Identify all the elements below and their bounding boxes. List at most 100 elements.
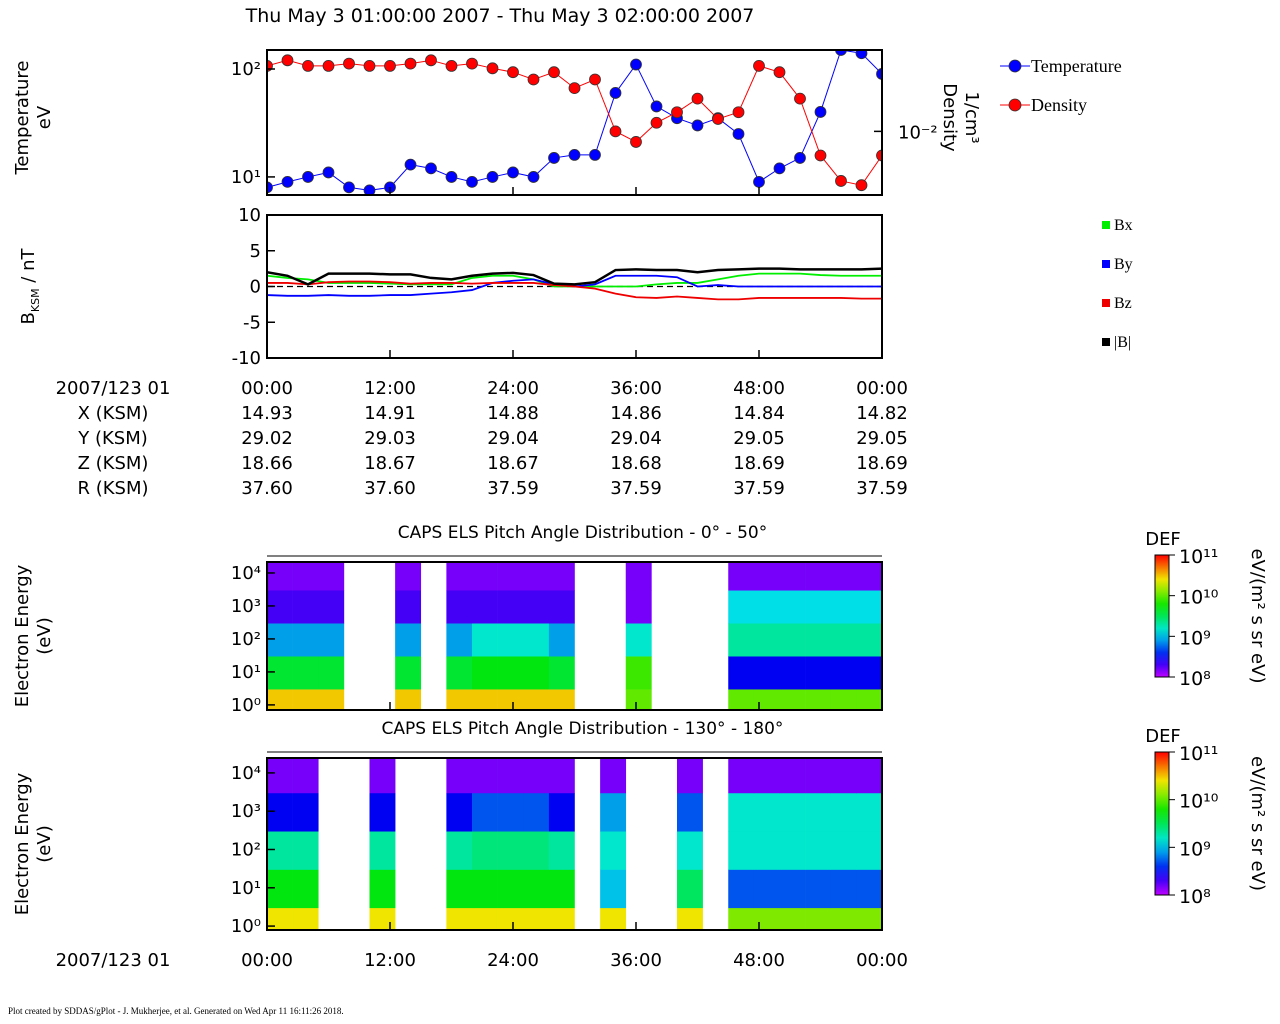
colorbar bbox=[1154, 751, 1170, 896]
data-point bbox=[691, 92, 704, 105]
data-point bbox=[650, 116, 663, 129]
data-point bbox=[384, 59, 396, 72]
spectrogram-cell bbox=[548, 792, 575, 832]
spectrogram-cell bbox=[292, 792, 319, 832]
spectrogram-cell bbox=[856, 869, 882, 909]
data-point bbox=[527, 73, 540, 86]
spectrogram-cell bbox=[497, 562, 524, 591]
legend-label: By bbox=[1114, 256, 1133, 273]
ephemeris-value: 29.03 bbox=[364, 428, 416, 449]
colorbar-tick-label: 10⁸ bbox=[1179, 668, 1211, 690]
axes-frame bbox=[266, 49, 883, 196]
spectrogram-cell bbox=[446, 656, 473, 690]
data-point bbox=[712, 113, 724, 125]
data-point bbox=[486, 171, 499, 183]
spectrogram-cell bbox=[292, 758, 319, 794]
spectrogram-cell bbox=[292, 869, 319, 909]
x-axis-label: 2007/123 01 bbox=[56, 950, 171, 971]
x-tick-label: 00:00 bbox=[241, 378, 293, 399]
spectrogram-cell bbox=[728, 623, 755, 657]
legend-label: Temperature bbox=[1031, 56, 1122, 76]
spectrogram-cell bbox=[779, 689, 806, 710]
spectrogram-cell bbox=[753, 907, 780, 930]
spectrogram-cell bbox=[805, 689, 832, 710]
x-tick-label: 00:00 bbox=[856, 378, 908, 399]
spectrogram-cell bbox=[446, 869, 473, 909]
spectrogram-cell bbox=[472, 590, 498, 624]
spectrogram-cell bbox=[292, 562, 319, 591]
spectrogram-cell bbox=[497, 656, 524, 690]
y2-tick-label: 10⁻² bbox=[898, 122, 938, 143]
spectrogram-cell bbox=[779, 792, 806, 832]
spectrogram-cell bbox=[830, 831, 857, 870]
data-point bbox=[671, 106, 683, 119]
spectrogram-cell bbox=[523, 562, 550, 591]
y-tick-label: 10¹ bbox=[231, 662, 261, 683]
ephemeris-value: 29.02 bbox=[241, 428, 293, 449]
footer: Plot created by SDDAS/gPlot - J. Mukherj… bbox=[8, 1006, 344, 1016]
colorbar-label: eV/(m² s sr eV) bbox=[1247, 756, 1268, 891]
colorbar-tick-label: 10⁹ bbox=[1179, 627, 1211, 649]
data-point bbox=[732, 128, 745, 140]
data-point bbox=[589, 148, 601, 161]
ephemeris-value: 37.59 bbox=[856, 478, 908, 499]
spectrogram-cell bbox=[856, 562, 882, 591]
data-point bbox=[486, 62, 499, 75]
ephemeris-value: 14.86 bbox=[610, 403, 662, 424]
spectrogram-cell bbox=[472, 758, 498, 794]
spectrogram-cell bbox=[753, 869, 780, 909]
spectrogram-cell bbox=[625, 689, 652, 710]
spectrogram-cell bbox=[600, 869, 627, 909]
spectrogram-cell bbox=[805, 656, 832, 690]
spectrogram-cell bbox=[446, 792, 473, 832]
spectrogram-cell bbox=[523, 656, 550, 690]
y-tick-label: 10¹ bbox=[231, 878, 261, 899]
data-point bbox=[322, 166, 335, 179]
spectrogram-cell bbox=[753, 831, 780, 870]
plot-area bbox=[267, 267, 882, 301]
spectrogram-cell bbox=[805, 623, 832, 657]
spectrogram-cell bbox=[267, 758, 293, 794]
y-tick-label: 10⁴ bbox=[231, 763, 261, 784]
spectrogram-cell bbox=[523, 689, 550, 710]
spectrogram-cell bbox=[472, 562, 498, 591]
data-point bbox=[589, 73, 601, 86]
y-tick-label: 0 bbox=[250, 277, 261, 298]
spectrogram-cell bbox=[830, 590, 857, 624]
spectrogram-cell bbox=[472, 689, 498, 710]
spectrogram-cell bbox=[497, 792, 524, 832]
spectrogram-cell bbox=[369, 831, 396, 870]
spectrogram-cell bbox=[267, 869, 293, 909]
data-point bbox=[753, 175, 765, 188]
data-point bbox=[814, 149, 827, 162]
y2-axis-label: 1/cm³ bbox=[961, 91, 982, 143]
y-axis-label-part: / nT bbox=[18, 248, 39, 289]
panel-title: CAPS ELS Pitch Angle Distribution - 130°… bbox=[382, 719, 784, 739]
series-line bbox=[267, 50, 882, 191]
spectrogram-cell bbox=[830, 792, 857, 832]
data-point bbox=[363, 184, 376, 195]
y-tick-label: -5 bbox=[243, 312, 261, 333]
colorbar-title: DEF bbox=[1145, 726, 1181, 747]
spectrogram-cell bbox=[805, 831, 832, 870]
x-tick-label: 48:00 bbox=[733, 950, 785, 971]
spectrogram-cell bbox=[548, 907, 575, 930]
data-point bbox=[425, 162, 437, 175]
ephemeris-value: 37.60 bbox=[241, 478, 293, 499]
data-point bbox=[302, 171, 314, 183]
data-point bbox=[835, 50, 847, 56]
spectrogram-cell bbox=[369, 907, 396, 930]
data-point bbox=[691, 119, 704, 132]
data-point bbox=[876, 149, 882, 162]
data-point bbox=[835, 175, 847, 187]
spectrogram-cell bbox=[497, 907, 524, 930]
spectrogram-cell bbox=[267, 590, 293, 624]
spectrogram-cell bbox=[830, 623, 857, 657]
ephemeris-value: 29.04 bbox=[487, 428, 539, 449]
ephemeris-value: 14.82 bbox=[856, 403, 908, 424]
spectrogram-cell bbox=[292, 656, 319, 690]
spectrogram-cell bbox=[369, 758, 396, 794]
spectrogram-cell bbox=[677, 792, 703, 832]
ephemeris-label: Y (KSM) bbox=[77, 428, 148, 449]
y-axis-label: (eV) bbox=[34, 825, 55, 862]
